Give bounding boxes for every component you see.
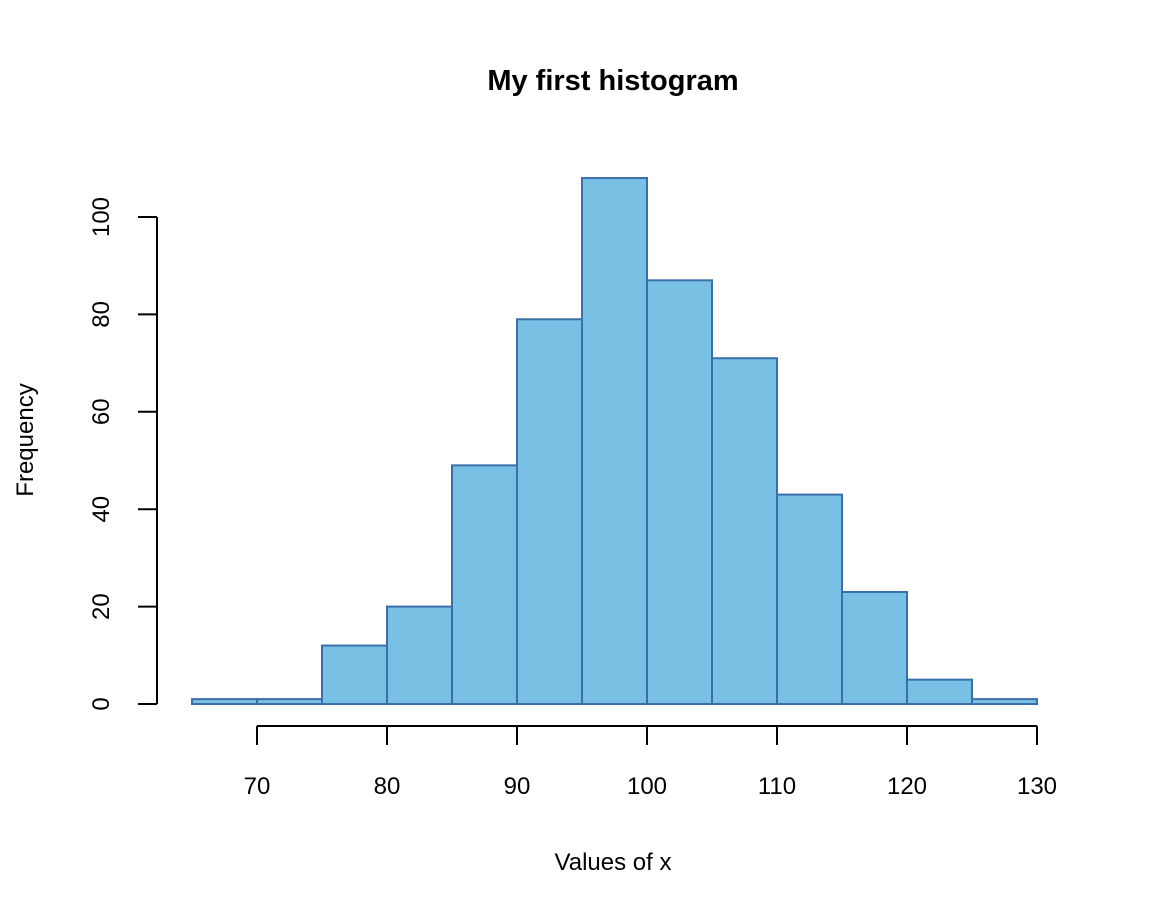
histogram-bar (386, 605, 453, 705)
histogram-bar (971, 698, 1038, 706)
y-tick-label: 20 (88, 593, 115, 620)
x-tick-label: 80 (374, 773, 401, 800)
histogram-bar (711, 357, 778, 705)
y-tick-label: 100 (88, 197, 115, 237)
histogram-bar (906, 678, 973, 706)
y-tick-label: 80 (88, 301, 115, 328)
bars (191, 177, 1038, 706)
x-tick-label: 70 (244, 773, 271, 800)
y-tick-label: 60 (88, 398, 115, 425)
histogram-bar (646, 279, 713, 705)
histogram-bar (776, 493, 843, 705)
x-tick-label: 90 (504, 773, 531, 800)
histogram-bar (256, 698, 323, 706)
y-axis-label: Frequency (12, 383, 39, 496)
x-axis-label: Values of x (555, 849, 672, 876)
histogram-bar (841, 590, 908, 705)
histogram-bar (451, 464, 518, 705)
x-tick-label: 130 (1017, 773, 1057, 800)
histogram-bar (321, 644, 388, 705)
histogram-bar (581, 177, 648, 706)
x-tick-label: 100 (627, 773, 667, 800)
x-axis: 70 80 90 100 110 120 130 (244, 725, 1057, 800)
histogram-bar (516, 318, 583, 705)
x-tick-label: 120 (887, 773, 927, 800)
x-tick-label: 110 (758, 773, 796, 800)
histogram-bar (191, 698, 258, 706)
y-axis: 0 20 40 60 80 100 (88, 197, 158, 711)
y-tick-label: 0 (88, 697, 115, 710)
chart-title: My first histogram (487, 65, 738, 97)
y-tick-label: 40 (88, 496, 115, 523)
